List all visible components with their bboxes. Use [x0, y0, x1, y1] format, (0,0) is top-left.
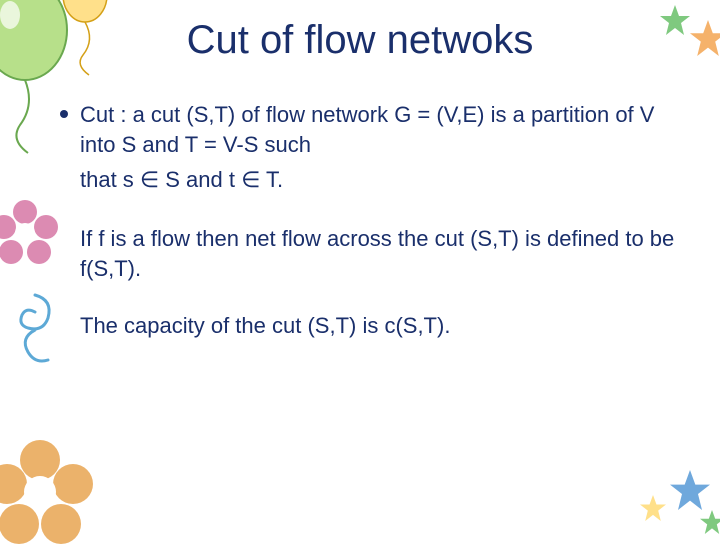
bullet-dot-icon	[60, 110, 68, 118]
star-blue-icon	[670, 470, 710, 510]
star-green-small-icon	[700, 510, 720, 534]
swirl-blue-icon	[8, 290, 63, 370]
paragraph-2: If f is a flow then net flow across the …	[80, 224, 680, 283]
slide-title: Cut of flow netwoks	[0, 18, 720, 63]
star-yellow-icon	[640, 495, 666, 521]
line2-b: S and t	[165, 167, 241, 192]
slide: Cut of flow netwoks Cut : a cut (S,T) of…	[0, 0, 720, 540]
line2-c: T.	[266, 167, 283, 192]
paragraph-3: The capacity of the cut (S,T) is c(S,T).	[80, 311, 680, 341]
flower-orange-icon	[0, 440, 95, 550]
slide-body: Cut : a cut (S,T) of flow network G = (V…	[60, 100, 680, 341]
flower-pink-icon	[0, 200, 60, 270]
bullet-1: Cut : a cut (S,T) of flow network G = (V…	[60, 100, 680, 159]
bullet-1-text: Cut : a cut (S,T) of flow network G = (V…	[80, 100, 680, 159]
line2-a: that s	[80, 167, 140, 192]
element-of-icon: ∈	[241, 168, 260, 193]
bullet-1-line2: that s ∈ S and t ∈ T.	[80, 165, 680, 196]
element-of-icon: ∈	[140, 168, 159, 193]
